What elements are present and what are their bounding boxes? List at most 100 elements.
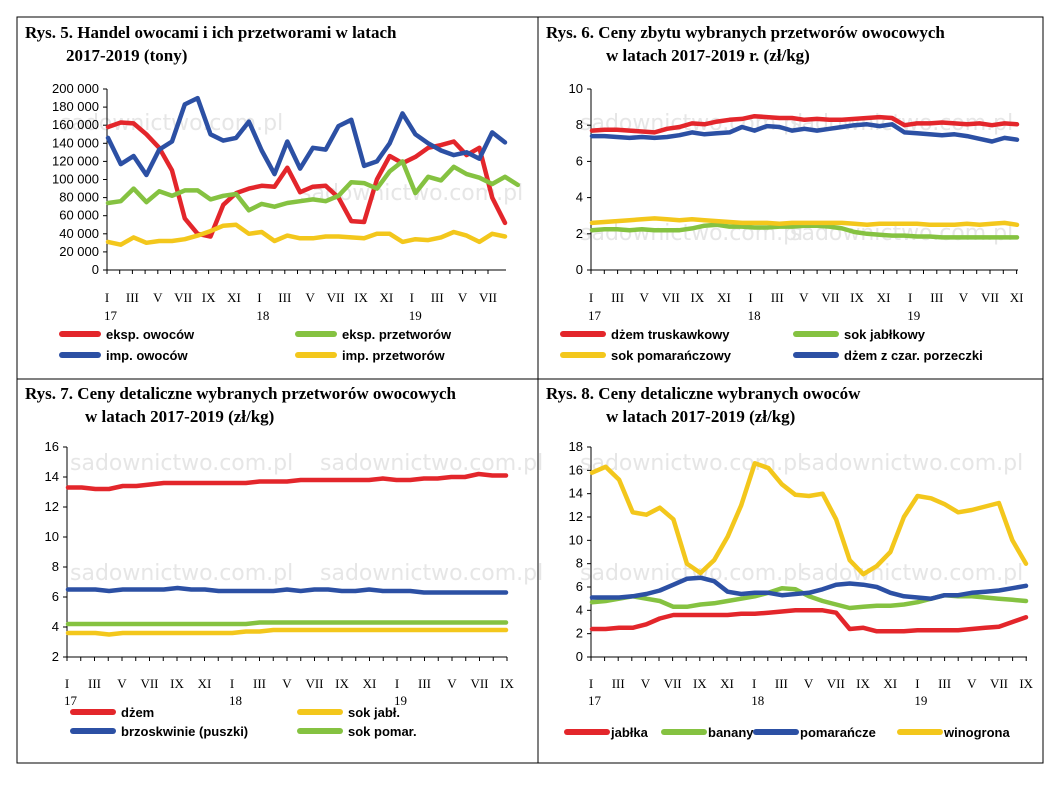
legend-label: sok jabłkowy <box>844 327 926 342</box>
x-tick-label: I <box>748 290 752 305</box>
x-tick-label: V <box>306 290 316 305</box>
x-tick-label: VII <box>140 676 158 691</box>
watermark-text: sadownictwo.com.pl <box>580 221 803 246</box>
x-tick-label: III <box>88 676 101 691</box>
x-tick-label: I <box>395 676 399 691</box>
x-tick-label: IX <box>693 676 707 691</box>
y-tick-label: 12 <box>45 499 59 514</box>
x-tick-label: VII <box>662 290 680 305</box>
y-tick-label: 20 000 <box>59 244 99 259</box>
x-tick-label: V <box>458 290 468 305</box>
y-tick-label: 140 000 <box>52 135 99 150</box>
panel-title-line1: Rys. 7. Ceny detaliczne wybranych przetw… <box>25 384 456 403</box>
x-tick-label: V <box>959 290 969 305</box>
y-tick-label: 180 000 <box>52 99 99 114</box>
y-tick-label: 10 <box>45 529 59 544</box>
x-tick-label: XI <box>198 676 212 691</box>
y-tick-label: 6 <box>52 589 59 604</box>
x-tick-label: III <box>611 290 624 305</box>
x-tick-label: XI <box>1010 290 1024 305</box>
x-tick-label: VII <box>174 290 192 305</box>
y-tick-label: 6 <box>576 153 583 168</box>
series-line <box>589 461 1029 577</box>
x-tick-label: XI <box>720 676 734 691</box>
legend-label: winogrona <box>943 725 1010 740</box>
y-tick-label: 10 <box>569 532 583 547</box>
legend-label: dżem z czar. porzeczki <box>844 348 983 363</box>
series-line <box>589 222 1020 240</box>
y-tick-label: 40 000 <box>59 226 99 241</box>
x-tick-label: III <box>771 290 784 305</box>
x-tick-label: I <box>65 676 69 691</box>
y-tick-label: 14 <box>569 486 583 501</box>
watermark-text: sadownictwo.com.pl <box>70 451 293 476</box>
y-tick-label: 2 <box>576 226 583 241</box>
x-tick-label: IX <box>354 290 368 305</box>
x-year-label: 19 <box>907 308 920 323</box>
y-tick-label: 0 <box>576 649 583 664</box>
y-tick-label: 16 <box>45 439 59 454</box>
y-tick-label: 14 <box>45 469 59 484</box>
x-tick-label: I <box>915 676 919 691</box>
panel-rys5: Rys. 5. Handel owocami i ich przetworami… <box>25 23 523 363</box>
x-tick-label: V <box>967 676 977 691</box>
x-year-label: 18 <box>229 693 242 708</box>
panel-title-line1: Rys. 5. Handel owocami i ich przetworami… <box>25 23 397 42</box>
x-tick-label: XI <box>883 676 897 691</box>
x-tick-label: VII <box>479 290 497 305</box>
series-line <box>105 120 508 239</box>
x-tick-label: VII <box>664 676 682 691</box>
y-tick-label: 0 <box>576 262 583 277</box>
panel-rys7: Rys. 7. Ceny detaliczne wybranych przetw… <box>25 384 543 739</box>
series-line <box>589 575 1029 601</box>
x-tick-label: I <box>105 290 109 305</box>
watermark-text: sadownictwo.com.pl <box>320 561 543 586</box>
x-tick-label: VII <box>305 676 323 691</box>
x-tick-label: III <box>775 676 788 691</box>
legend-label: dżem <box>121 705 154 720</box>
legend-label: banany <box>708 725 754 740</box>
x-tick-label: IX <box>500 676 514 691</box>
x-tick-label: XI <box>380 290 394 305</box>
panel-title-line2: w latach 2017-2019 r. (zł/kg) <box>606 46 810 65</box>
y-tick-label: 0 <box>92 262 99 277</box>
legend-label: sok pomar. <box>348 724 417 739</box>
x-tick-label: III <box>418 676 431 691</box>
legend-label: pomarańcze <box>800 725 876 740</box>
y-tick-label: 100 000 <box>52 172 99 187</box>
x-tick-label: V <box>117 676 127 691</box>
series-line <box>589 608 1029 634</box>
panel-title-line1: Rys. 6. Ceny zbytu wybranych przetworów … <box>546 23 945 42</box>
x-tick-label: XI <box>877 290 891 305</box>
x-tick-label: III <box>253 676 266 691</box>
y-tick-label: 8 <box>576 117 583 132</box>
x-tick-label: IX <box>335 676 349 691</box>
y-tick-label: 8 <box>52 559 59 574</box>
x-year-label: 17 <box>104 308 118 323</box>
legend-label: eksp. przetworów <box>342 327 452 342</box>
panel-title-line2: 2017-2019 (tony) <box>66 46 187 65</box>
x-tick-label: V <box>799 290 809 305</box>
y-tick-label: 8 <box>576 556 583 571</box>
x-year-label: 19 <box>409 308 422 323</box>
panel-title-line2: w latach 2017-2019 (zł/kg) <box>606 407 795 426</box>
y-tick-label: 2 <box>576 626 583 641</box>
x-tick-label: IX <box>1019 676 1033 691</box>
figure-frame <box>16 16 1044 764</box>
x-tick-label: III <box>612 676 625 691</box>
x-tick-label: III <box>278 290 291 305</box>
series-line <box>65 620 509 627</box>
watermark-text: sadownictwo.com.pl <box>320 451 543 476</box>
panel-rys8: Rys. 8. Ceny detaliczne wybranych owoców… <box>546 384 1034 740</box>
y-tick-label: 160 000 <box>52 117 99 132</box>
x-tick-label: IX <box>850 290 864 305</box>
x-tick-label: I <box>410 290 414 305</box>
y-tick-label: 4 <box>576 190 583 205</box>
y-tick-label: 80 000 <box>59 190 99 205</box>
x-tick-label: V <box>804 676 814 691</box>
y-tick-label: 120 000 <box>52 153 99 168</box>
x-year-label: 19 <box>914 693 927 708</box>
legend-label: brzoskwinie (puszki) <box>121 724 248 739</box>
x-tick-label: III <box>126 290 139 305</box>
